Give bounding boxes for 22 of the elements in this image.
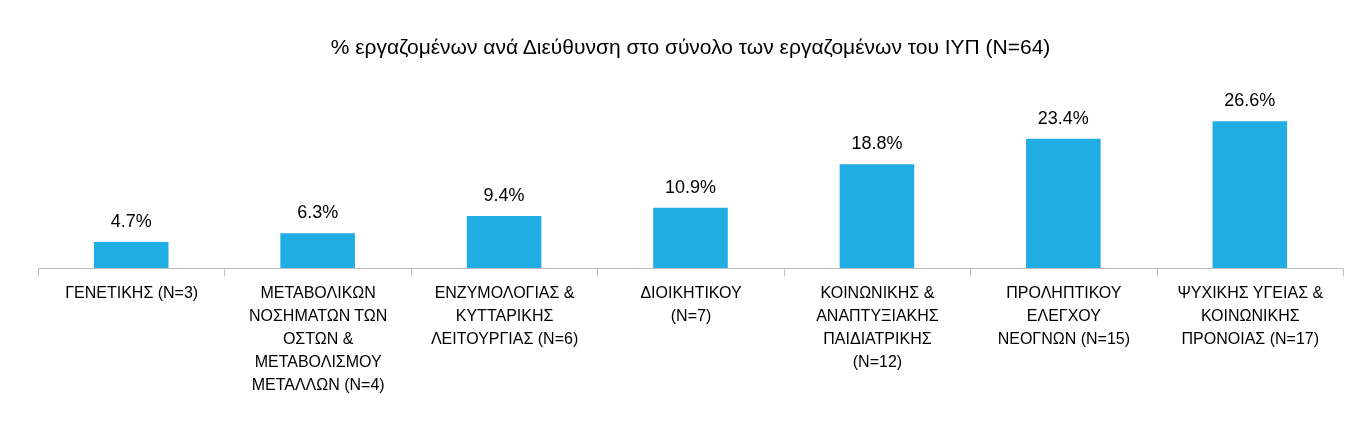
x-tick-label: ΜΕΤΑΒΟΛΙΚΩΝ ΝΟΣΗΜΑΤΩΝ ΤΩΝ ΟΣΤΩΝ & ΜΕΤΑΒΟΛΙΣΜΟΥ ΜΕΤΑΛΛΩΝ (N=4) (248, 283, 388, 393)
bar (1212, 121, 1288, 268)
data-label: 18.8% (851, 133, 903, 154)
bar (839, 164, 915, 268)
data-label: 10.9% (664, 176, 717, 197)
data-label: 9.4% (483, 185, 525, 206)
bar (466, 216, 542, 268)
bar (653, 207, 728, 268)
data-label: 23.4% (1037, 107, 1089, 128)
x-tick-label: ΠΡΟΛΗΠΤΙΚΟΥ ΕΛΕΓΧΟΥ ΝΕΟΓΝΩΝ (N=15) (997, 283, 1131, 347)
x-tick-label: ΚΟΙΝΩΝΙΚΗΣ & ΑΝΑΠΤΥΞΙΑΚΗΣ ΠΑΙΔΙΑΤΡΙΚΗΣ (N=12) (816, 283, 939, 370)
x-tick-label: ΕΝΖΥΜΟΛΟΓΙΑΣ & ΚΥΤΤΑΡΙΚΗΣ ΛΕΙΤΟΥΡΓΙΑΣ (N=6) (430, 283, 579, 347)
data-label: 6.3% (297, 202, 339, 223)
x-tick-label: ΔΙΟΙΚΗΤΙΚΟΥ (N=7) (640, 283, 742, 324)
x-tick-label: ΓΕΝΕΤΙΚΗΣ (N=3) (65, 283, 199, 301)
data-label: 26.6% (1224, 90, 1276, 111)
data-label: 4.7% (110, 211, 152, 232)
bar (93, 242, 169, 268)
chart-title: % εργαζομένων ανά Διεύθυνση στο σύνολο των εργαζομένων του ΙΥΠ (N=64) (330, 35, 1051, 58)
bar (280, 233, 355, 268)
x-tick-label: ΨΥΧΙΚΗΣ ΥΓΕΙΑΣ & ΚΟΙΝΩΝΙΚΗΣ ΠΡΟΝΟΙΑΣ (N=17) (1177, 283, 1324, 347)
bar (1026, 138, 1101, 268)
